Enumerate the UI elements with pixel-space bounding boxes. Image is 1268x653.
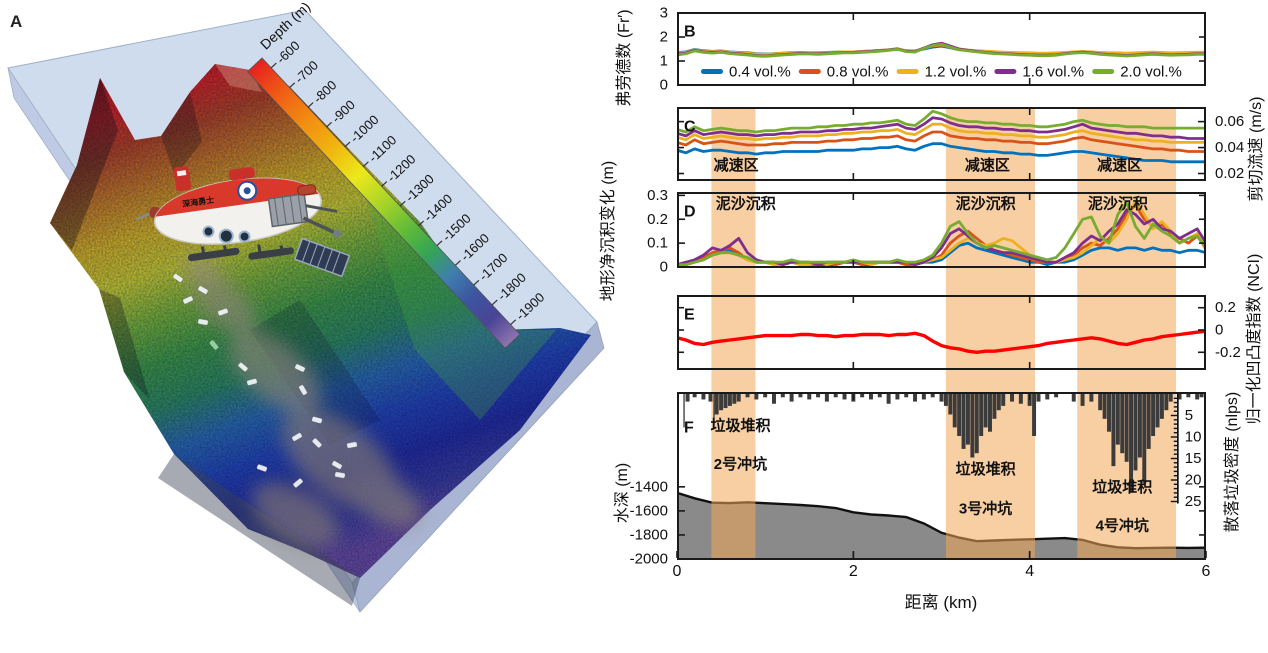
marine-debris-markers <box>172 273 358 488</box>
svg-text:0.2: 0.2 <box>647 211 668 228</box>
submersible-equipment <box>267 184 342 238</box>
svg-text:0.04: 0.04 <box>1215 139 1244 156</box>
svg-text:3: 3 <box>660 5 668 22</box>
litter-bars <box>683 393 1204 492</box>
svg-text:4号冲坑: 4号冲坑 <box>1096 516 1149 534</box>
axis-title-litter: 散落垃圾密度 (nlps) <box>1224 391 1241 533</box>
axis-title-deposit: 地形净沉积变化 (m) <box>600 160 617 302</box>
svg-text:6: 6 <box>1202 563 1211 580</box>
svg-text:4: 4 <box>1025 563 1034 580</box>
svg-text:0.2: 0.2 <box>1215 299 1236 316</box>
submersible-porthole <box>238 230 251 243</box>
x-axis-title-distance: 距离 (km) <box>904 593 978 612</box>
svg-text:15: 15 <box>1185 450 1202 467</box>
svg-text:F: F <box>684 420 694 437</box>
svg-text:-1800: -1800 <box>630 526 668 543</box>
svg-text:减速区: 减速区 <box>965 156 1010 174</box>
svg-text:C: C <box>684 119 696 136</box>
svg-text:2: 2 <box>660 29 668 46</box>
svg-text:泥沙沉积: 泥沙沉积 <box>716 195 776 213</box>
submersible-name-text: 深海勇士 <box>182 194 215 208</box>
svg-text:1: 1 <box>660 53 668 70</box>
svg-text:2: 2 <box>849 563 858 580</box>
seabed-fill <box>678 493 1205 559</box>
svg-text:0: 0 <box>1215 321 1223 338</box>
manipulator-arm <box>305 204 338 213</box>
submersible-hatch <box>228 167 255 181</box>
svg-text:10: 10 <box>1185 429 1202 446</box>
panel-b-froude-chart: 0.4 vol.% 0.8 vol.% 1.2 vol.% 1.6 vol.% 2.0 … <box>660 5 1206 94</box>
svg-text:5: 5 <box>1185 407 1193 424</box>
svg-text:-2000: -2000 <box>630 551 668 568</box>
svg-text:1.6 vol.%: 1.6 vol.% <box>1022 64 1084 81</box>
manipulator-arm <box>302 216 335 234</box>
svg-text:泥沙沉积: 泥沙沉积 <box>1088 195 1148 213</box>
submersible-porthole <box>218 228 234 244</box>
svg-text:减速区: 减速区 <box>1097 156 1142 174</box>
svg-text:0.3: 0.3 <box>647 187 668 204</box>
svg-text:-0.2: -0.2 <box>1215 344 1241 361</box>
svg-text:B: B <box>684 24 696 41</box>
sampling-tray <box>293 237 351 278</box>
svg-text:1.2 vol.%: 1.2 vol.% <box>925 64 987 81</box>
svg-text:3号冲坑: 3号冲坑 <box>959 500 1012 518</box>
svg-text:2.0 vol.%: 2.0 vol.% <box>1120 64 1182 81</box>
svg-text:-1600: -1600 <box>630 502 668 519</box>
svg-text:垃圾堆积: 垃圾堆积 <box>710 417 770 435</box>
svg-text:25: 25 <box>1185 493 1202 510</box>
submersible: 深海勇士 <box>135 166 351 278</box>
svg-text:垃圾堆积: 垃圾堆积 <box>956 460 1016 478</box>
svg-text:0: 0 <box>660 259 668 276</box>
panel-e-nci-chart: -0.2 0 0.2 E <box>677 295 1241 370</box>
svg-text:0.4 vol.%: 0.4 vol.% <box>729 64 791 81</box>
svg-text:0.1: 0.1 <box>647 235 668 252</box>
svg-text:20: 20 <box>1185 472 1202 489</box>
axis-title-water-depth: 水深 (m) <box>614 462 631 524</box>
svg-text:D: D <box>684 204 696 221</box>
sediment-plume <box>183 255 422 548</box>
svg-text:泥沙沉积: 泥沙沉积 <box>956 195 1016 213</box>
svg-text:0.06: 0.06 <box>1215 113 1244 130</box>
svg-text:2号冲坑: 2号冲坑 <box>714 455 767 473</box>
svg-text:0.02: 0.02 <box>1215 165 1244 182</box>
axis-title-nci: 归一化凹凸度指数 (NCI) <box>1246 253 1263 425</box>
svg-text:垃圾堆积: 垃圾堆积 <box>1092 478 1152 496</box>
panel-c-shear-velocity-chart: 减速区 减速区 减速区 0.02 0.04 0.06 C <box>677 107 1244 182</box>
svg-text:0: 0 <box>660 77 668 94</box>
svg-text:E: E <box>684 307 695 324</box>
panel-a-label: A <box>10 12 23 31</box>
svg-text:0.8 vol.%: 0.8 vol.% <box>827 64 889 81</box>
svg-text:减速区: 减速区 <box>714 156 759 174</box>
svg-text:0: 0 <box>673 563 682 580</box>
terrain-shadow-skirt <box>158 454 360 606</box>
panel-a-3d-map: 深海勇士 <box>7 0 605 613</box>
svg-text:-1400: -1400 <box>630 478 668 495</box>
submersible-porthole <box>202 225 215 238</box>
panel-d-deposition-chart: 泥沙沉积 泥沙沉积 泥沙沉积 0 0.1 0.2 0.3 D <box>647 187 1206 276</box>
